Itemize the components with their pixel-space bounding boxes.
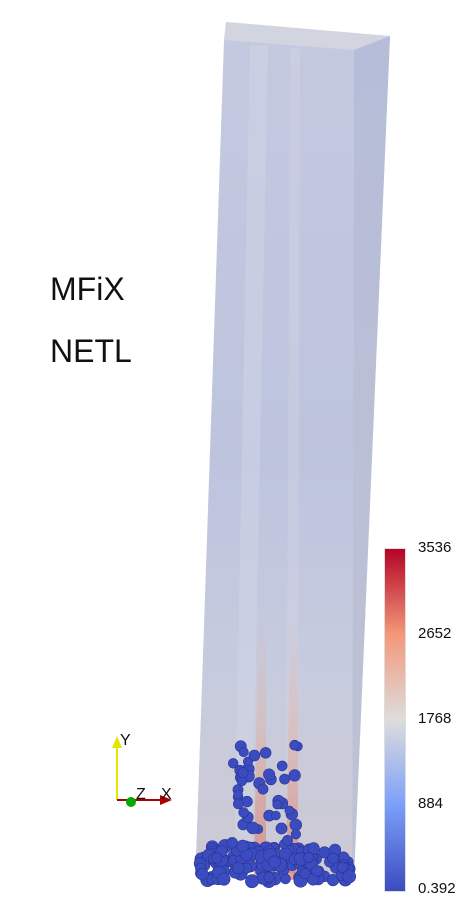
particle <box>260 747 272 759</box>
particle-bed <box>193 739 357 889</box>
particle <box>299 868 311 880</box>
particle <box>303 852 315 863</box>
particle <box>280 873 291 885</box>
colorbar-label-min: 0.392 <box>418 880 456 897</box>
particle <box>288 769 301 782</box>
colorbar-label-3: 2652 <box>418 625 452 642</box>
annotation-netl: NETL <box>50 333 132 369</box>
particle <box>238 807 249 818</box>
particle <box>272 799 283 810</box>
particle <box>271 810 281 821</box>
particle <box>263 871 275 883</box>
particle <box>246 821 260 835</box>
particle <box>263 768 276 781</box>
z-axis-head <box>126 797 136 807</box>
particle <box>245 874 259 889</box>
colorbar-label-2: 1768 <box>418 710 452 727</box>
colorbar-label-max: 3536 <box>418 539 452 556</box>
particle <box>257 783 269 795</box>
particle <box>233 789 243 800</box>
annotation-mfix: MFiX <box>50 271 125 307</box>
particle <box>217 872 231 886</box>
gas-jet-left <box>254 620 266 880</box>
particle <box>336 861 348 874</box>
particle <box>290 829 302 840</box>
particle <box>275 822 288 835</box>
axis-label-z: Z <box>136 786 146 803</box>
axis-label-x: X <box>161 786 172 803</box>
particle <box>233 798 244 810</box>
particle <box>284 805 295 816</box>
particle <box>248 749 261 762</box>
particle <box>311 865 323 877</box>
particle <box>236 839 249 853</box>
color-legend-bar <box>384 548 406 892</box>
particle <box>279 773 290 785</box>
particle <box>211 852 223 864</box>
column-front-face <box>196 40 354 882</box>
particle <box>327 852 340 865</box>
particle <box>342 869 357 884</box>
particle <box>238 747 249 758</box>
particle <box>282 835 293 846</box>
axis-label-y: Y <box>120 732 131 749</box>
particle <box>228 758 239 769</box>
column-side-face <box>352 36 390 882</box>
particle <box>196 868 209 881</box>
column-top-face <box>224 22 390 50</box>
column-highlight <box>234 45 268 860</box>
particle <box>226 837 238 849</box>
particle <box>232 861 245 875</box>
colorbar-label-1: 884 <box>418 795 444 812</box>
x-axis-head <box>160 795 172 805</box>
particle <box>289 818 302 832</box>
y-axis-head <box>112 736 122 748</box>
particle <box>289 739 301 751</box>
particle <box>268 855 281 869</box>
particle <box>237 767 249 779</box>
particle <box>276 760 288 772</box>
particle <box>307 842 320 855</box>
